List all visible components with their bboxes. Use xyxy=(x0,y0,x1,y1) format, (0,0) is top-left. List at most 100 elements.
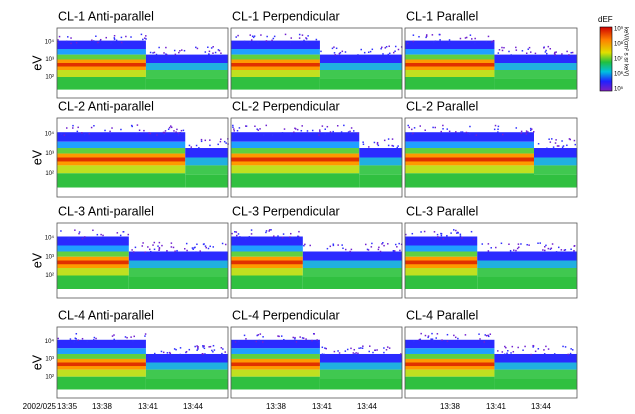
spectrum-dot xyxy=(278,236,280,239)
spectrum-dot xyxy=(485,334,488,337)
spectrum-dot xyxy=(515,49,518,51)
spectrum-dot xyxy=(143,129,145,132)
spectrum-dot xyxy=(483,341,486,343)
spectrum-dot xyxy=(58,35,61,38)
spectrum-dot xyxy=(381,46,383,49)
spectrum-band xyxy=(231,369,320,377)
spectrum-dot xyxy=(423,230,426,233)
spectrum-dot xyxy=(273,35,276,38)
spectrum-dot xyxy=(153,241,156,244)
panel-title: CL-2 Anti-parallel xyxy=(58,99,154,113)
spectrum-dot xyxy=(105,36,107,39)
spectrum-dot xyxy=(475,134,478,136)
spectrum-dot xyxy=(574,143,577,146)
spectrum-band xyxy=(405,49,495,55)
spectrum-dot xyxy=(235,231,238,233)
spectrum-dot xyxy=(258,339,260,342)
spectrum-band xyxy=(405,173,534,188)
spectrum-dot xyxy=(239,236,241,238)
spectrum-dot xyxy=(307,35,309,37)
spectrum-dot xyxy=(186,249,188,252)
spectrum-dot xyxy=(191,247,194,249)
spectrum-dot xyxy=(357,352,359,355)
spectrum-dot xyxy=(145,38,147,40)
spectrum-dot xyxy=(232,134,235,136)
colorbar-title: dEF xyxy=(598,15,613,24)
spectrum-dot xyxy=(341,50,344,53)
spectrum-dot xyxy=(166,249,168,252)
x-tick-label: 13:41 xyxy=(312,402,333,411)
spectrum-dot xyxy=(503,353,506,355)
spectrum-dot xyxy=(344,350,347,352)
spectrum-dot xyxy=(196,349,198,351)
spectrum-dot xyxy=(237,233,240,235)
spectrum-dot xyxy=(545,52,548,55)
spectrum-dot xyxy=(455,232,458,234)
spectrum-dot xyxy=(392,250,395,252)
spectrum-dot xyxy=(257,334,260,336)
spectrum-dot xyxy=(361,347,364,349)
spectrum-dot xyxy=(148,132,150,134)
spectrum-band xyxy=(231,141,360,149)
spectrum-dot xyxy=(222,348,224,350)
spectrum-dot xyxy=(516,247,519,250)
spectrum-dot xyxy=(394,50,396,52)
spectrum-dot xyxy=(517,346,519,349)
spectrum-dot xyxy=(566,50,568,53)
spectrum-dot xyxy=(93,336,96,339)
panel-title: CL-4 Parallel xyxy=(406,308,478,322)
spectrum-dot xyxy=(453,334,455,337)
spectrum-dot xyxy=(489,333,492,335)
spectrum-dot xyxy=(532,344,534,347)
spectrum-dot xyxy=(122,231,125,233)
spectrum-band xyxy=(477,251,577,261)
spectrum-dot xyxy=(294,338,296,340)
spectrum-dot xyxy=(569,138,572,141)
spectrum-dot xyxy=(157,245,159,247)
spectrum-dot xyxy=(389,52,391,55)
spectrum-dot xyxy=(77,126,79,129)
spectrum-dot xyxy=(120,36,123,39)
spectrum-band xyxy=(319,362,402,370)
spectrum-dot xyxy=(367,51,370,54)
spectrum-dot xyxy=(532,346,534,348)
spectrum-dot xyxy=(440,130,442,133)
spectrum-dot xyxy=(69,338,72,340)
spectrum-dot xyxy=(210,47,213,49)
spectrum-dot xyxy=(161,244,163,247)
spectrum-band xyxy=(231,54,320,60)
spectrum-dot xyxy=(237,34,239,37)
spectrum-band xyxy=(231,268,303,276)
spectrum-dot xyxy=(374,349,376,352)
y-tick-label: 10² xyxy=(45,75,54,81)
spectrum-dot xyxy=(259,128,261,130)
spectrum-dot xyxy=(212,344,215,347)
spectrum-dot xyxy=(180,129,183,132)
spectrum-dot xyxy=(430,338,432,340)
panel-title: CL-2 Perpendicular xyxy=(232,99,340,113)
spectrum-dot xyxy=(329,245,332,248)
spectrum-dot xyxy=(487,335,490,338)
spectrum-dot xyxy=(438,33,441,36)
spectrum-dot xyxy=(75,333,78,335)
spectrum-band xyxy=(359,157,402,166)
spectrum-dot xyxy=(497,128,499,131)
spectrum-dot xyxy=(179,132,181,134)
spectrum-dot xyxy=(297,235,299,238)
spectrum-dot xyxy=(557,246,560,249)
spectrum-dot xyxy=(380,47,382,50)
spectrum-band xyxy=(319,369,402,379)
spectrum-dot xyxy=(508,243,510,245)
spectrum-dot xyxy=(111,127,113,129)
spectrum-dot xyxy=(433,231,436,233)
spectrum-dot xyxy=(546,147,548,150)
spectrum-dot xyxy=(92,229,94,232)
spectrum-dot xyxy=(384,47,387,49)
panel-frame xyxy=(404,326,578,399)
spectrum-dot xyxy=(170,246,173,248)
spectrum-dot xyxy=(211,349,213,352)
spectrum-dot xyxy=(281,132,284,134)
spectrum-dot xyxy=(326,125,329,128)
spectrum-band xyxy=(405,275,478,289)
spectrum-dot xyxy=(95,337,97,340)
